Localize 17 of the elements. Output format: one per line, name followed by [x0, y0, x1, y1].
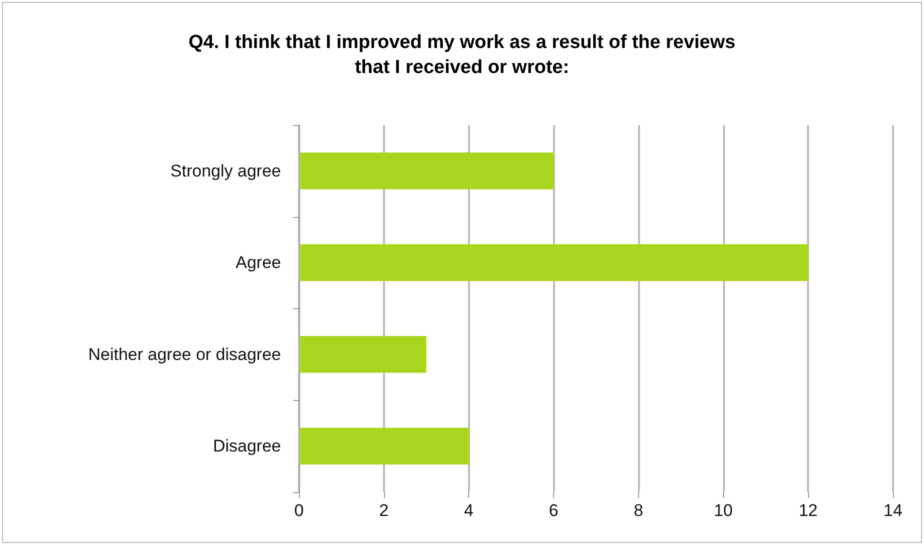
- x-tick-label: 0: [294, 501, 304, 520]
- y-tick-label: Neither agree or disagree: [88, 344, 281, 364]
- bar: [299, 244, 808, 281]
- bar: [299, 152, 554, 190]
- y-tick-label: Disagree: [212, 436, 281, 456]
- x-tick-label: 4: [464, 501, 474, 520]
- y-tick-label: Strongly agree: [170, 161, 281, 180]
- x-tick-label: 2: [379, 501, 389, 520]
- x-tick-label: 14: [884, 501, 902, 520]
- bar: [299, 428, 469, 464]
- x-tick-label: 8: [634, 501, 644, 520]
- bar: [299, 336, 426, 373]
- x-tick-label: 10: [714, 501, 733, 520]
- chart-title: Q4. I think that I improved my work as a result of the reviews that I received or wrote:: [188, 32, 736, 78]
- x-tick-label: 12: [798, 501, 818, 520]
- y-tick-label: Agree: [236, 253, 281, 272]
- x-tick-label: 6: [548, 501, 558, 520]
